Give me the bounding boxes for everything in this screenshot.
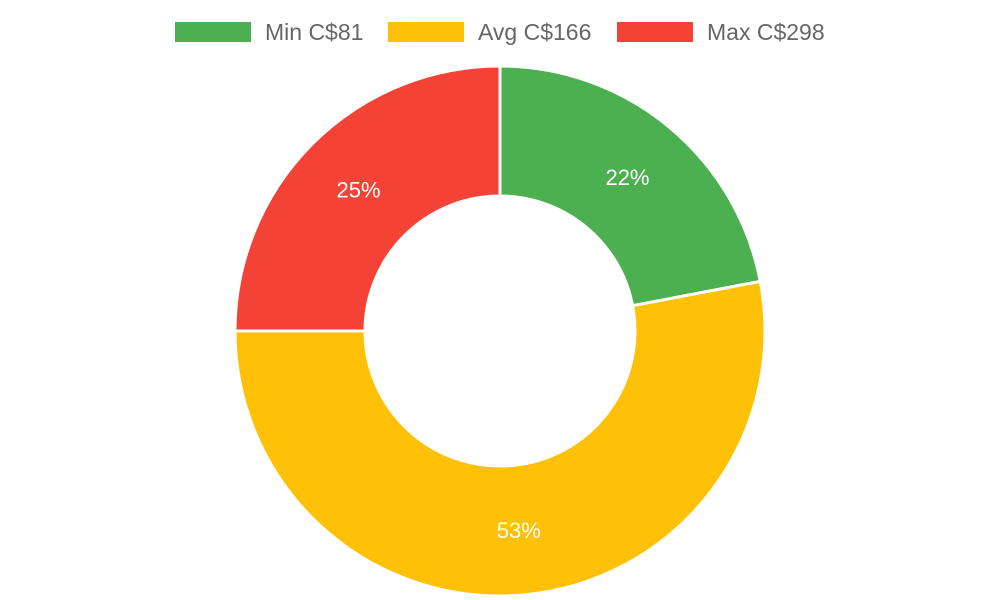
legend-swatch-0[interactable] <box>175 22 251 42</box>
legend-label-2[interactable]: Max C$298 <box>707 19 825 45</box>
slice-value-label-1: 53% <box>497 518 541 543</box>
chart-slices <box>233 64 767 598</box>
chart-slice-labels: 22% 53% 25% <box>337 165 650 543</box>
doughnut-slice-0[interactable] <box>498 64 763 308</box>
legend-swatch-2[interactable] <box>617 22 693 42</box>
chart-legend: Min C$81 Avg C$166 Max C$298 <box>175 19 825 45</box>
doughnut-slice-1[interactable] <box>233 279 767 598</box>
slice-value-label-2: 25% <box>337 178 381 203</box>
doughnut-slice-2[interactable] <box>233 64 502 333</box>
legend-label-1[interactable]: Avg C$166 <box>478 19 591 45</box>
slice-value-label-0: 22% <box>605 165 649 190</box>
legend-label-0[interactable]: Min C$81 <box>265 19 363 45</box>
legend-swatch-1[interactable] <box>388 22 464 42</box>
